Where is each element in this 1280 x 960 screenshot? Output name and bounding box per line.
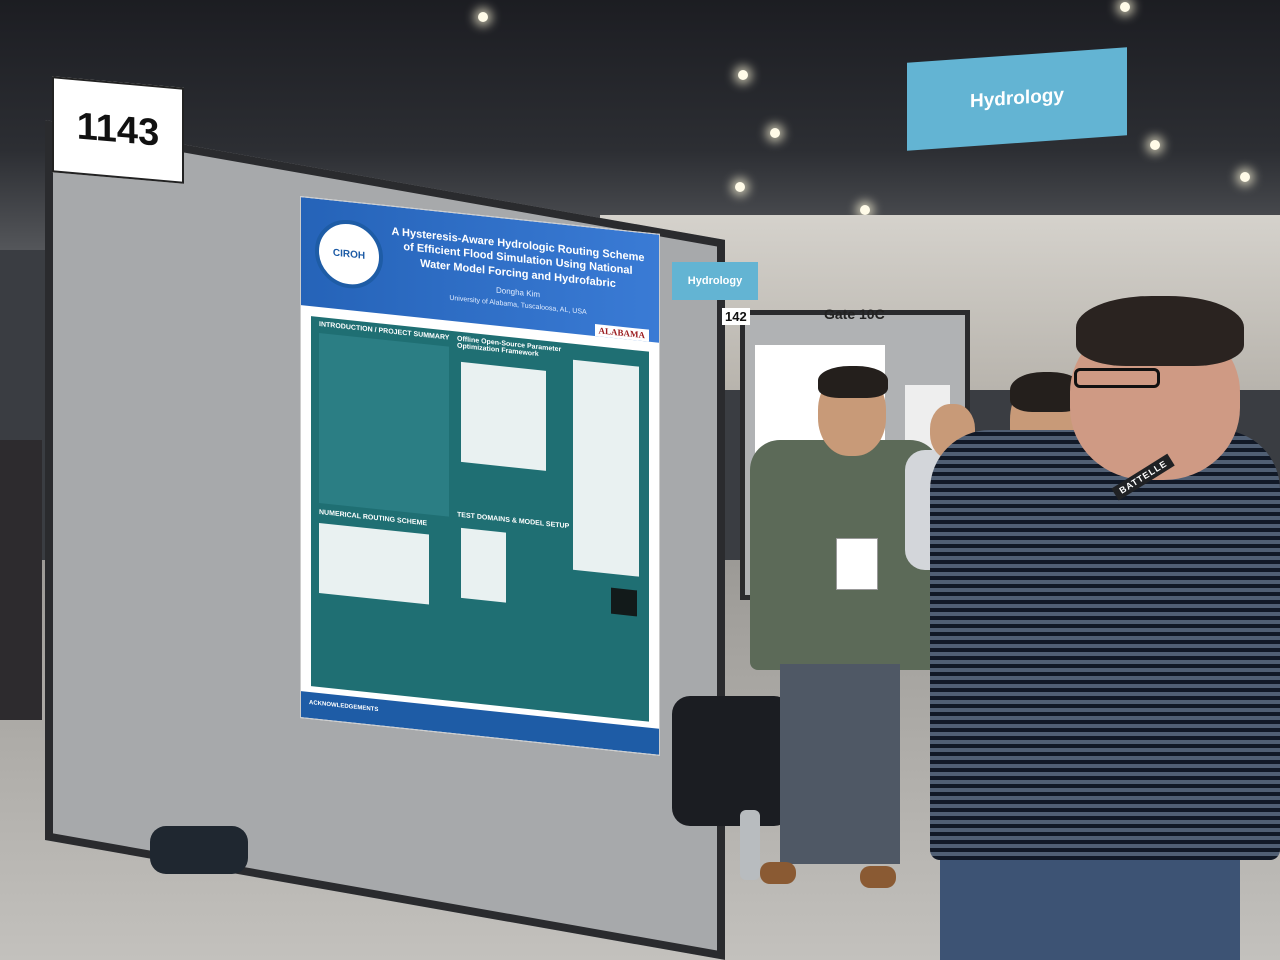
ceiling-light: [738, 70, 748, 80]
jeans: [940, 860, 1240, 960]
checked-shirt-attendee: [930, 430, 1280, 860]
qr-code: [611, 587, 637, 617]
test-domain-map: [461, 527, 506, 603]
section-framework-heading: Offline Open-Source Parameter Optimizati…: [457, 335, 562, 359]
water-bottle: [740, 810, 760, 880]
ceiling-light: [478, 12, 488, 22]
section-test-heading: TEST DOMAINS & MODEL SETUP: [457, 511, 570, 531]
presenter-shoe: [860, 866, 896, 888]
ack-heading: ACKNOWLEDGEMENTS: [309, 699, 379, 714]
routing-diagram: [319, 522, 429, 605]
ceiling-light: [1120, 2, 1130, 12]
gate-sign: Gate 10C: [824, 306, 885, 322]
ceiling-light: [1240, 172, 1250, 182]
left-edge-person: [0, 440, 42, 720]
topic-sign: Hydrology: [907, 47, 1127, 151]
topic-sign-far: Hydrology: [672, 262, 758, 300]
presenter-hair: [818, 366, 888, 398]
adjacent-booth-number: 142: [722, 308, 750, 325]
presenter-legs: [780, 664, 900, 864]
name-badge: [836, 538, 878, 590]
results-figures: [573, 359, 639, 577]
ceiling-light: [1150, 140, 1160, 150]
glasses: [1074, 368, 1160, 388]
presenter-shoe: [760, 862, 796, 884]
attendee-hair-dark: [1076, 296, 1244, 366]
booth-number-sign: 1143: [52, 76, 184, 184]
intro-text-block: [319, 332, 449, 517]
ceiling-light: [860, 205, 870, 215]
poster-body: INTRODUCTION / PROJECT SUMMARY NUMERICAL…: [311, 316, 649, 722]
research-poster: CIROH A Hysteresis-Aware Hydrologic Rout…: [300, 196, 660, 756]
sneaker: [150, 826, 248, 874]
ceiling-light: [735, 182, 745, 192]
ceiling-light: [770, 128, 780, 138]
backpack: [672, 696, 792, 826]
ciroh-logo: CIROH: [315, 216, 383, 292]
framework-diagram: [461, 361, 546, 471]
